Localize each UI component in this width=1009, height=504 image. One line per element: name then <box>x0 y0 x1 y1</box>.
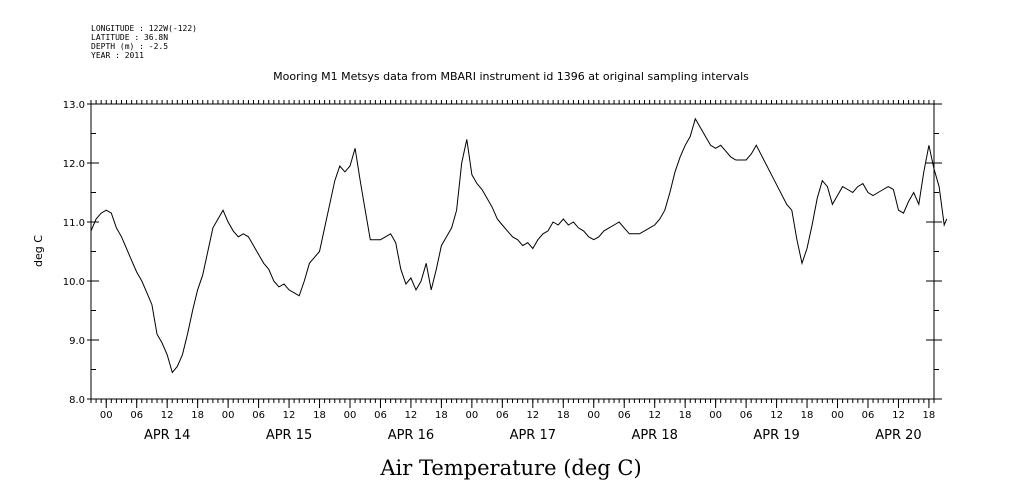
y-tick-label: 13.0 <box>63 100 85 111</box>
x-tick-label: 12 <box>770 410 783 421</box>
x-day-label: APR 16 <box>388 428 434 443</box>
y-tick-label: 11.0 <box>63 218 85 229</box>
x-day-label: APR 19 <box>753 428 799 443</box>
x-tick-label: 12 <box>283 410 296 421</box>
x-tick-label: 12 <box>648 410 661 421</box>
x-tick-label: 00 <box>587 410 600 421</box>
year-label: YEAR : 2011 <box>91 51 144 60</box>
x-tick-label: 00 <box>344 410 357 421</box>
depth-label: DEPTH (m) : -2.5 <box>91 42 169 51</box>
x-tick-label: 06 <box>252 410 265 421</box>
x-day-label: APR 15 <box>266 428 312 443</box>
x-tick-label: 18 <box>557 410 570 421</box>
air-temperature-line <box>90 117 948 374</box>
x-tick-label: 18 <box>679 410 692 421</box>
x-tick-label: 06 <box>130 410 143 421</box>
y-tick-label: 12.0 <box>63 159 85 170</box>
x-tick-label: 06 <box>496 410 509 421</box>
x-tick-label: 18 <box>801 410 814 421</box>
x-tick-label: 12 <box>892 410 905 421</box>
x-tick-label: 00 <box>100 410 113 421</box>
y-tick-label: 8.0 <box>69 395 85 406</box>
x-tick-label: 18 <box>191 410 204 421</box>
x-tick-label: 12 <box>526 410 539 421</box>
x-day-label: APR 14 <box>144 428 190 443</box>
longitude-label: LONGITUDE : 122W(-122) <box>91 24 197 33</box>
x-day-label: APR 20 <box>875 428 921 443</box>
chart-axes <box>90 103 935 400</box>
chart-title: Mooring M1 Metsys data from MBARI instru… <box>273 70 749 83</box>
latitude-label: LATITUDE : 36.8N <box>91 33 169 42</box>
x-tick-label: 06 <box>618 410 631 421</box>
x-tick-label: 18 <box>313 410 326 421</box>
x-tick-label: 00 <box>222 410 235 421</box>
y-axis-label: deg C <box>32 235 45 267</box>
x-tick-label: 06 <box>374 410 387 421</box>
x-tick-label: 00 <box>831 410 844 421</box>
x-day-label: APR 18 <box>631 428 677 443</box>
y-tick-label: 10.0 <box>63 277 85 288</box>
x-tick-label: 12 <box>161 410 174 421</box>
x-tick-label: 12 <box>405 410 418 421</box>
chart-ticks: 8.0 9.0 10.0 11.0 12.0 13.0 00 06 12 18 00 06 12 18 00… <box>63 100 942 443</box>
x-tick-label: 06 <box>862 410 875 421</box>
plot-frame <box>90 103 935 400</box>
x-tick-label: 00 <box>466 410 479 421</box>
x-tick-label: 18 <box>435 410 448 421</box>
x-day-label: APR 17 <box>510 428 556 443</box>
x-tick-label: 18 <box>923 410 936 421</box>
x-tick-label: 06 <box>740 410 753 421</box>
x-tick-label: 00 <box>709 410 722 421</box>
chart-series <box>90 117 948 374</box>
x-axis-label: Air Temperature (deg C) <box>379 456 641 480</box>
y-tick-label: 9.0 <box>69 336 85 347</box>
